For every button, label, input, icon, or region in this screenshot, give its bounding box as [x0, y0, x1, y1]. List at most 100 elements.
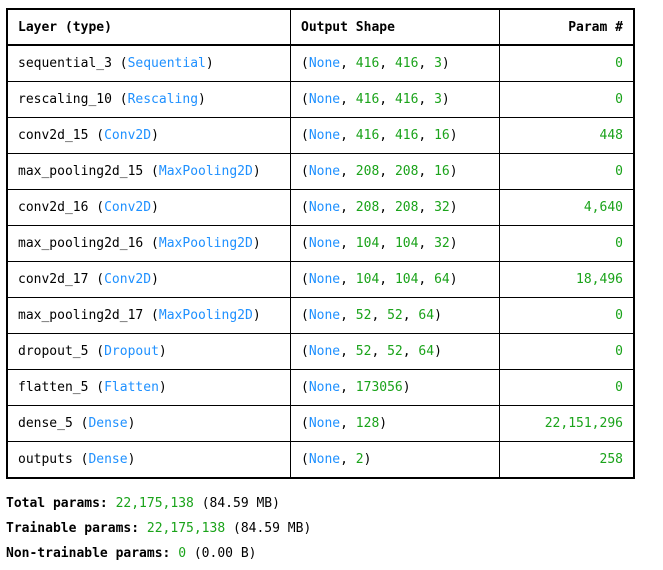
layer-name: dense_5 — [18, 416, 73, 431]
layer-cell: conv2d_17 (Conv2D) — [6, 261, 291, 298]
layer-type: MaxPooling2D — [158, 308, 253, 323]
shape-none: None — [308, 92, 341, 107]
shape-none: None — [308, 380, 341, 395]
shape-dim: 173056 — [355, 380, 403, 395]
output-shape-cell: (None, 104, 104, 64) — [290, 261, 500, 298]
shape-none: None — [308, 272, 341, 287]
layer-cell: dense_5 (Dense) — [6, 405, 291, 442]
table-row: conv2d_16 (Conv2D) (None, 208, 208, 32) 4,… — [6, 189, 635, 226]
table-row: dense_5 (Dense) (None, 128) 22,151,296 — [6, 405, 635, 442]
param-cell: 0 — [499, 153, 635, 190]
param-totals: Total params: 22,175,138 (84.59 MB) Trai… — [6, 491, 663, 566]
output-shape-cell: (None, 52, 52, 64) — [290, 297, 500, 334]
table-body: sequential_3 (Sequential) (None, 416, 416… — [6, 44, 635, 479]
header-output-shape: Output Shape — [290, 8, 500, 46]
layer-cell: sequential_3 (Sequential) — [6, 44, 291, 82]
layer-type: Rescaling — [127, 92, 199, 107]
output-shape-cell: (None, 52, 52, 64) — [290, 333, 500, 370]
trainable-params-value: 22,175,138 — [146, 521, 226, 536]
shape-dim: 104 — [394, 236, 419, 251]
shape-dim: 64 — [418, 344, 435, 359]
model-summary-table: Layer (type) Output Shape Param # sequen… — [6, 8, 635, 479]
output-shape-cell: (None, 208, 208, 32) — [290, 189, 500, 226]
shape-none: None — [308, 128, 341, 143]
shape-none: None — [308, 200, 341, 215]
param-cell: 0 — [499, 44, 635, 82]
param-count: 0 — [615, 92, 623, 107]
shape-dim: 416 — [394, 128, 419, 143]
layer-cell: dropout_5 (Dropout) — [6, 333, 291, 370]
param-cell: 0 — [499, 225, 635, 262]
shape-dim: 2 — [355, 452, 364, 467]
output-shape-cell: (None, 104, 104, 32) — [290, 225, 500, 262]
layer-name: conv2d_17 — [18, 272, 89, 287]
layer-type: MaxPooling2D — [158, 236, 253, 251]
header-param-count: Param # — [499, 8, 635, 46]
shape-dim: 208 — [355, 200, 380, 215]
table-row: max_pooling2d_15 (MaxPooling2D) (None, 20… — [6, 153, 635, 190]
layer-cell: conv2d_15 (Conv2D) — [6, 117, 291, 154]
param-cell: 22,151,296 — [499, 405, 635, 442]
table-row: flatten_5 (Flatten) (None, 173056) 0 — [6, 369, 635, 406]
layer-name: sequential_3 — [18, 56, 112, 71]
output-shape-cell: (None, 416, 416, 3) — [290, 44, 500, 82]
layer-name: max_pooling2d_17 — [18, 308, 144, 323]
output-shape-cell: (None, 128) — [290, 405, 500, 442]
layer-cell: conv2d_16 (Conv2D) — [6, 189, 291, 226]
shape-dim: 416 — [394, 92, 419, 107]
shape-dim: 32 — [434, 236, 450, 251]
trainable-params-line: Trainable params: 22,175,138 (84.59 MB) — [6, 516, 663, 541]
non-trainable-params-label: Non-trainable params: — [6, 546, 171, 561]
shape-none: None — [308, 344, 341, 359]
table-row: conv2d_15 (Conv2D) (None, 416, 416, 16) 44… — [6, 117, 635, 154]
non-trainable-params-size: (0.00 B) — [193, 546, 257, 561]
non-trainable-params-line: Non-trainable params: 0 (0.00 B) — [6, 541, 663, 566]
layer-type: Conv2D — [104, 272, 152, 287]
shape-dim: 416 — [394, 56, 419, 71]
param-cell: 0 — [499, 297, 635, 334]
param-count: 448 — [599, 128, 623, 143]
layer-cell: max_pooling2d_15 (MaxPooling2D) — [6, 153, 291, 190]
param-cell: 18,496 — [499, 261, 635, 298]
layer-name: rescaling_10 — [18, 92, 112, 107]
table-row: sequential_3 (Sequential) (None, 416, 416… — [6, 44, 635, 82]
layer-type: Dropout — [104, 344, 159, 359]
shape-none: None — [308, 236, 341, 251]
param-count: 0 — [615, 56, 623, 71]
shape-dim: 208 — [394, 200, 419, 215]
layer-name: flatten_5 — [18, 380, 89, 395]
param-count: 0 — [615, 380, 623, 395]
shape-dim: 64 — [434, 272, 450, 287]
param-cell: 0 — [499, 333, 635, 370]
layer-type: Sequential — [127, 56, 206, 71]
table-header: Layer (type) Output Shape Param # — [6, 8, 635, 46]
header-layer-type: Layer (type) — [6, 8, 291, 46]
output-shape-cell: (None, 416, 416, 3) — [290, 81, 500, 118]
layer-cell: outputs (Dense) — [6, 441, 291, 479]
shape-dim: 52 — [355, 308, 372, 323]
shape-dim: 208 — [355, 164, 380, 179]
layer-type: Conv2D — [104, 128, 152, 143]
layer-type: Conv2D — [104, 200, 152, 215]
param-count: 258 — [599, 452, 623, 467]
layer-name: conv2d_16 — [18, 200, 89, 215]
shape-dim: 416 — [355, 92, 380, 107]
trainable-params-size: (84.59 MB) — [233, 521, 312, 536]
shape-dim: 104 — [355, 272, 380, 287]
layer-name: max_pooling2d_15 — [18, 164, 144, 179]
param-count: 0 — [615, 344, 623, 359]
param-count: 0 — [615, 308, 623, 323]
table-row: outputs (Dense) (None, 2) 258 — [6, 441, 635, 479]
layer-name: max_pooling2d_16 — [18, 236, 144, 251]
param-cell: 448 — [499, 117, 635, 154]
output-shape-cell: (None, 2) — [290, 441, 500, 479]
shape-dim: 52 — [355, 344, 372, 359]
shape-none: None — [308, 164, 341, 179]
table-row: rescaling_10 (Rescaling) (None, 416, 416,… — [6, 81, 635, 118]
total-params-label: Total params: — [6, 496, 108, 511]
output-shape-cell: (None, 173056) — [290, 369, 500, 406]
shape-dim: 3 — [434, 92, 442, 107]
non-trainable-params-value: 0 — [178, 546, 187, 561]
shape-dim: 3 — [434, 56, 442, 71]
